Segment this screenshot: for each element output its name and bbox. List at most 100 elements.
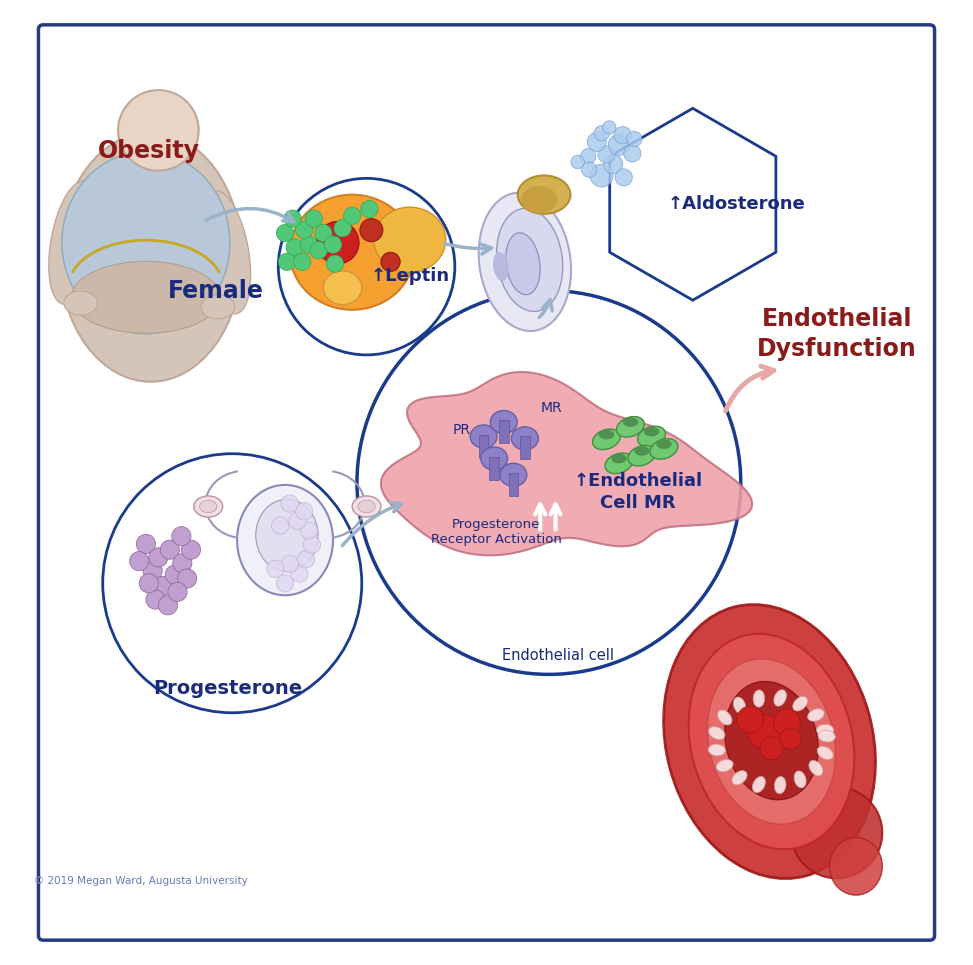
Ellipse shape — [752, 777, 766, 792]
Circle shape — [281, 556, 299, 572]
Circle shape — [588, 132, 606, 152]
Circle shape — [168, 582, 187, 601]
Circle shape — [153, 576, 172, 595]
Circle shape — [310, 241, 327, 259]
Ellipse shape — [521, 186, 558, 213]
Circle shape — [304, 537, 320, 554]
Text: Endothelial cell: Endothelial cell — [502, 648, 615, 663]
Circle shape — [181, 540, 200, 560]
Ellipse shape — [605, 453, 632, 474]
FancyArrowPatch shape — [444, 243, 491, 254]
Ellipse shape — [734, 697, 745, 714]
Bar — [489, 456, 499, 480]
Circle shape — [301, 235, 317, 253]
Circle shape — [608, 134, 630, 155]
Ellipse shape — [470, 425, 497, 448]
Ellipse shape — [496, 208, 562, 312]
Circle shape — [149, 548, 168, 566]
Circle shape — [760, 736, 783, 759]
Ellipse shape — [689, 634, 854, 849]
Ellipse shape — [809, 760, 823, 776]
Circle shape — [278, 253, 296, 270]
Ellipse shape — [490, 410, 518, 433]
Ellipse shape — [199, 500, 217, 512]
Ellipse shape — [774, 690, 786, 706]
Circle shape — [737, 706, 764, 732]
Circle shape — [590, 164, 613, 187]
Ellipse shape — [725, 681, 818, 800]
Circle shape — [296, 222, 313, 238]
Circle shape — [602, 121, 616, 134]
Circle shape — [324, 235, 342, 253]
Circle shape — [298, 551, 314, 567]
Circle shape — [172, 527, 191, 546]
Ellipse shape — [716, 759, 734, 772]
Circle shape — [780, 729, 801, 749]
FancyArrowPatch shape — [342, 503, 402, 545]
Circle shape — [357, 290, 740, 675]
Text: Obesity: Obesity — [97, 140, 199, 163]
Ellipse shape — [500, 463, 526, 486]
Circle shape — [177, 568, 197, 588]
FancyArrowPatch shape — [539, 300, 553, 317]
Circle shape — [278, 179, 454, 355]
Ellipse shape — [791, 787, 883, 878]
Circle shape — [316, 222, 359, 263]
Ellipse shape — [62, 152, 230, 334]
Ellipse shape — [518, 176, 570, 214]
Ellipse shape — [59, 132, 242, 382]
Ellipse shape — [481, 447, 508, 470]
Bar — [509, 473, 519, 496]
Circle shape — [615, 169, 632, 186]
Circle shape — [627, 131, 642, 147]
Ellipse shape — [753, 690, 765, 707]
Circle shape — [603, 154, 623, 174]
Circle shape — [289, 512, 306, 530]
Ellipse shape — [708, 727, 725, 739]
Circle shape — [774, 709, 800, 735]
Circle shape — [614, 126, 631, 144]
Circle shape — [360, 219, 383, 241]
Text: Female: Female — [168, 279, 264, 303]
Text: MR: MR — [541, 400, 562, 415]
Circle shape — [276, 225, 294, 241]
Ellipse shape — [200, 191, 251, 314]
Circle shape — [597, 146, 615, 163]
Text: Progesterone: Progesterone — [153, 679, 302, 699]
Circle shape — [159, 595, 177, 615]
Text: PR: PR — [452, 423, 471, 437]
Circle shape — [161, 540, 179, 560]
Circle shape — [624, 145, 641, 162]
Ellipse shape — [617, 417, 644, 437]
Ellipse shape — [64, 291, 97, 316]
Circle shape — [143, 562, 162, 580]
Circle shape — [301, 522, 317, 539]
Ellipse shape — [201, 295, 234, 318]
Ellipse shape — [611, 454, 627, 463]
Ellipse shape — [644, 427, 659, 436]
Circle shape — [271, 517, 289, 535]
Circle shape — [281, 495, 299, 512]
Ellipse shape — [707, 659, 836, 824]
Circle shape — [139, 573, 159, 593]
Ellipse shape — [794, 771, 807, 787]
Ellipse shape — [479, 193, 571, 331]
Ellipse shape — [708, 744, 726, 756]
Text: ↑Endothelial
Cell MR: ↑Endothelial Cell MR — [573, 472, 703, 512]
Circle shape — [146, 590, 165, 609]
Circle shape — [291, 565, 308, 582]
Circle shape — [284, 210, 302, 228]
Bar — [479, 434, 488, 457]
Circle shape — [314, 225, 332, 241]
Circle shape — [747, 715, 782, 749]
Text: © 2019 Megan Ward, Augusta University: © 2019 Megan Ward, Augusta University — [34, 875, 248, 886]
Circle shape — [118, 90, 198, 171]
Ellipse shape — [718, 710, 732, 725]
Ellipse shape — [323, 271, 362, 305]
Circle shape — [136, 535, 156, 554]
Ellipse shape — [72, 262, 220, 333]
Ellipse shape — [374, 207, 446, 272]
Circle shape — [381, 252, 400, 271]
Ellipse shape — [598, 429, 614, 439]
Ellipse shape — [664, 604, 876, 878]
